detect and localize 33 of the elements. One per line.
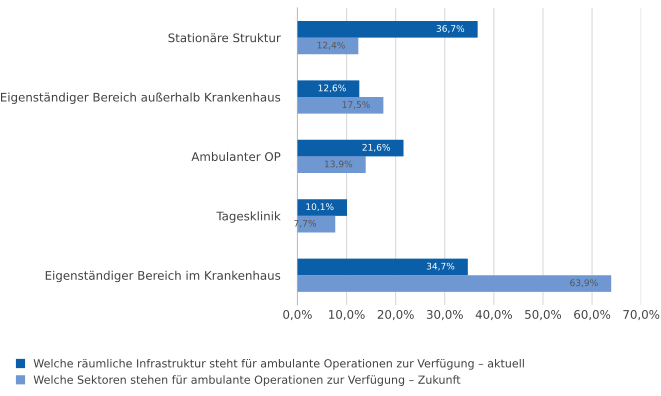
data-label: 12,4% [318, 42, 345, 50]
bar [297, 140, 404, 156]
bar [297, 275, 612, 292]
x-tick-label: 10,0% [329, 310, 365, 320]
legend-label: Welche räumliche Infrastruktur steht für ambulante Operationen zur Verfügung – aktuell [34, 358, 524, 370]
x-tick-label: 40,0% [476, 310, 512, 320]
bar [297, 97, 384, 114]
data-label: 12,6% [318, 84, 346, 92]
bar [297, 38, 358, 54]
data-label: 36,7% [436, 25, 464, 33]
x-tick-label: 20,0% [378, 310, 414, 320]
x-tick-label: 60,0% [574, 310, 610, 320]
data-label: 63,9% [570, 279, 598, 288]
y-tick-label: Eigenständiger Bereich außerhalb Krankenhaus [0, 92, 280, 104]
y-tick-label: Ambulanter OP [191, 152, 280, 162]
x-tick-label: 50,0% [525, 310, 562, 320]
bar [297, 199, 348, 216]
data-label: 10,1% [306, 203, 334, 212]
y-tick-label: Stationäre Struktur [168, 33, 281, 42]
x-tick-label: 0,0% [283, 310, 312, 320]
x-tick-label: 30,0% [426, 310, 463, 320]
y-tick-label: Tagesklinik [216, 211, 281, 223]
bar [297, 80, 360, 98]
data-label: 34,7% [426, 262, 454, 270]
bar [297, 20, 478, 38]
legend-label: Welche Sektoren stehen für ambulante Operationen zur Verfügung – Zukunft [34, 375, 460, 386]
y-tick-label: Eigenständiger Bereich im Krankenhaus [46, 270, 280, 282]
bar [297, 156, 366, 174]
data-label: 17,5% [342, 101, 370, 109]
bar [297, 258, 468, 276]
x-tick-label: 70,0% [623, 310, 660, 320]
data-label: 21,6% [362, 144, 390, 152]
data-label: 13,9% [325, 160, 352, 168]
